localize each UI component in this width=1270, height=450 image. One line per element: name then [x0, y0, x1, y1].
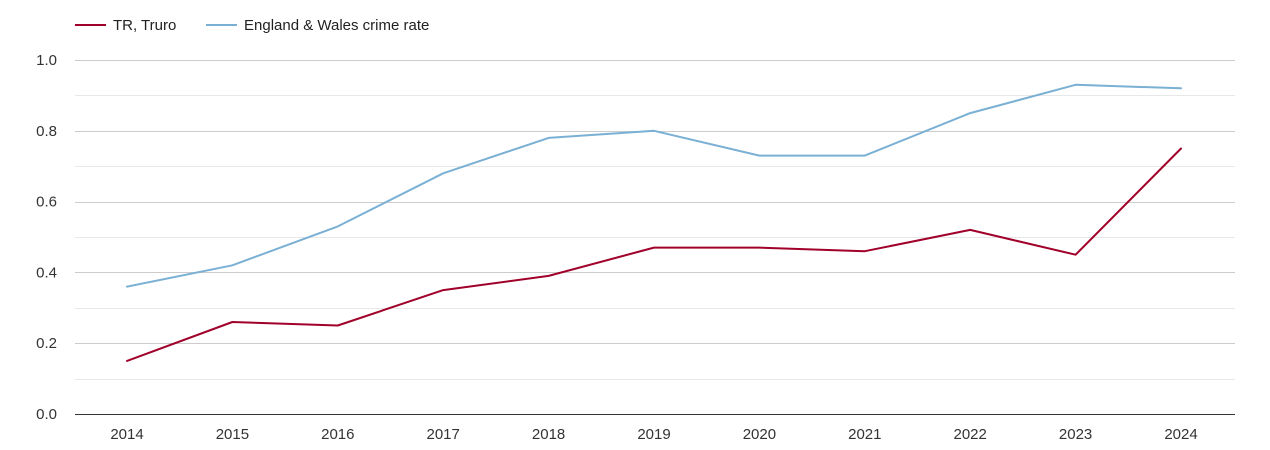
x-tick-label: 2024	[1164, 426, 1197, 443]
x-tick-label: 2015	[216, 426, 249, 443]
x-tick-label: 2021	[848, 426, 881, 443]
legend-label-truro: TR, Truro	[113, 17, 176, 34]
y-tick-label: 0.8	[36, 123, 57, 140]
y-tick-label: 0.6	[36, 194, 57, 211]
y-tick-label: 0.0	[36, 406, 57, 423]
y-tick-label: 0.4	[36, 264, 57, 281]
y-tick-label: 0.2	[36, 335, 57, 352]
x-axis: 2014 2015 2016 2017 2018 2019 2020 2021 2022 2023…	[75, 414, 1235, 443]
x-tick-label: 2017	[427, 426, 460, 443]
legend-label-england-wales: England & Wales crime rate	[244, 17, 429, 34]
legend-item-england-wales[interactable]: England & Wales crime rate	[206, 17, 429, 34]
x-tick-label: 2022	[954, 426, 987, 443]
series-lines	[126, 83, 1182, 362]
series-line-england-wales-crime-rate[interactable]	[126, 83, 1182, 288]
series-line-tr-truro[interactable]	[126, 147, 1182, 362]
y-axis: 0.0 0.2 0.4 0.6 0.8 1.0	[36, 52, 57, 423]
legend-item-truro[interactable]: TR, Truro	[75, 17, 176, 34]
x-tick-label: 2019	[637, 426, 670, 443]
x-tick-label: 2014	[110, 426, 143, 443]
gridlines	[75, 60, 1235, 380]
x-tick-label: 2018	[532, 426, 565, 443]
x-tick-label: 2023	[1059, 426, 1092, 443]
legend: TR, Truro England & Wales crime rate	[75, 17, 429, 34]
x-tick-label: 2016	[321, 426, 354, 443]
y-tick-label: 1.0	[36, 52, 57, 69]
x-tick-label: 2020	[743, 426, 776, 443]
